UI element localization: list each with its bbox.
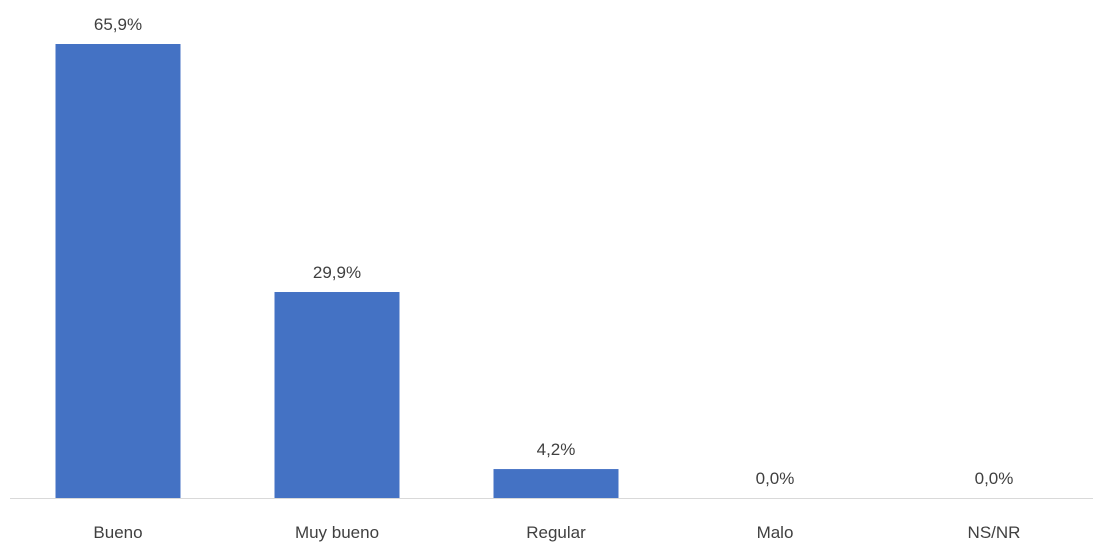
category-label-bueno: Bueno <box>93 523 142 542</box>
bars-group <box>55 44 619 498</box>
data-label-muy-bueno: 29,9% <box>313 263 361 282</box>
bar-bueno <box>55 44 181 498</box>
bar-regular <box>493 469 619 498</box>
data-label-malo: 0,0% <box>756 469 795 488</box>
category-label-malo: Malo <box>757 523 794 542</box>
category-labels-group: Bueno Muy bueno Regular Malo NS/NR <box>93 523 1020 542</box>
category-label-ns-nr: NS/NR <box>968 523 1021 542</box>
bar-muy-bueno <box>274 292 400 498</box>
data-label-regular: 4,2% <box>537 440 576 459</box>
category-label-muy-bueno: Muy bueno <box>295 523 379 542</box>
data-labels-group: 65,9% 29,9% 4,2% 0,0% 0,0% <box>94 15 1013 488</box>
data-label-bueno: 65,9% <box>94 15 142 34</box>
category-label-regular: Regular <box>526 523 586 542</box>
data-label-ns-nr: 0,0% <box>975 469 1014 488</box>
